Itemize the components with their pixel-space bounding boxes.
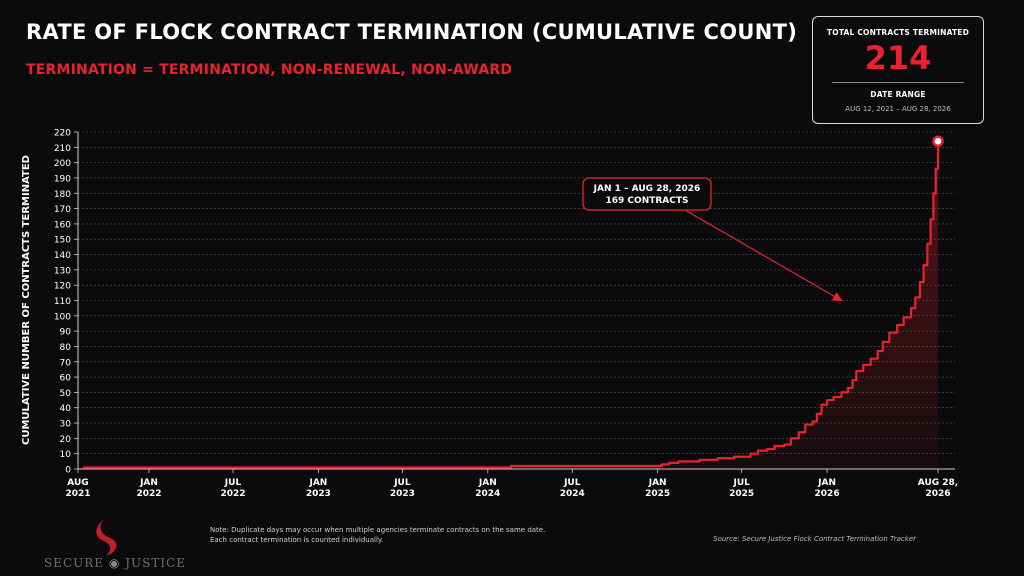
chart-subtitle: TERMINATION = TERMINATION, NON-RENEWAL, … <box>26 62 513 78</box>
chart-title: RATE OF FLOCK CONTRACT TERMINATION (CUMU… <box>26 20 798 44</box>
annotation-arrow <box>684 209 843 302</box>
logo-flame-icon <box>96 516 117 556</box>
y-tick-label-60: 60 <box>60 374 72 384</box>
y-tick-label-140: 140 <box>54 251 71 261</box>
secure-justice-logo: SECURE ◉ JUSTICE <box>44 512 185 572</box>
y-tick-label-40: 40 <box>60 404 72 414</box>
y-tick-label-50: 50 <box>60 389 72 399</box>
series-area-0 <box>83 141 939 469</box>
end-point-marker <box>932 135 944 147</box>
y-tick-label-210: 210 <box>54 144 71 154</box>
y-tick-label-20: 20 <box>60 435 72 445</box>
summary-card: TOTAL CONTRACTS TERMINATED 214 DATE RANG… <box>812 16 984 124</box>
series-layer <box>83 135 944 469</box>
date-range-label: DATE RANGE <box>870 90 926 99</box>
annotation-line-1: JAN 1 – AUG 28, 2026 <box>593 184 701 194</box>
series-line-0 <box>83 141 940 469</box>
x-tick-label-7: JAN 2025 <box>645 478 670 499</box>
annotation-layer: JAN 1 – AUG 28, 2026 169 CONTRACTS <box>582 177 843 302</box>
x-tick-label-6: JUL 2024 <box>560 478 585 499</box>
y-tick-label-0: 0 <box>65 466 71 476</box>
x-tick-label-4: JUL 2023 <box>390 478 415 499</box>
logo-shield-icon: ◉ <box>108 556 121 570</box>
logo-text-left: SECURE <box>44 556 105 570</box>
y-tick-label-70: 70 <box>60 358 72 368</box>
x-tick-label-8: JUL 2025 <box>729 478 754 499</box>
y-tick-label-180: 180 <box>54 190 71 200</box>
source-credit: Source: Secure Justice Flock Contract Te… <box>713 535 916 543</box>
logo-text-right: JUSTICE <box>125 556 187 570</box>
y-tick-label-220: 220 <box>54 129 71 139</box>
y-tick-label-200: 200 <box>54 159 71 169</box>
y-tick-label-80: 80 <box>60 343 72 353</box>
y-tick-label-150: 150 <box>54 236 71 246</box>
y-tick-label-30: 30 <box>60 420 72 430</box>
x-tick-label-9: JAN 2026 <box>815 478 840 499</box>
y-tick-label-170: 170 <box>54 205 71 215</box>
y-tick-label-190: 190 <box>54 174 71 184</box>
annotation-box <box>582 177 712 211</box>
x-axis-ticks: AUG 2021 JAN 2022 JUL 2022 JAN 2023 JUL 2023 JAN 20… <box>65 469 958 499</box>
y-tick-label-160: 160 <box>54 220 71 230</box>
y-tick-label-100: 100 <box>54 312 71 322</box>
logo-text: SECURE ◉ JUSTICE <box>44 556 186 570</box>
x-tick-label-0: AUG 2021 <box>65 478 90 499</box>
x-tick-label-1: JAN 2022 <box>136 478 161 499</box>
annotation-line-2: 169 CONTRACTS <box>606 196 689 206</box>
x-tick-label-3: JAN 2023 <box>306 478 331 499</box>
y-axis-ticks: 0 10 20 30 40 50 60 70 80 90 100 110 120 130 140 150 160… <box>54 129 78 476</box>
x-tick-label-5: JAN 2024 <box>475 478 500 499</box>
total-value: 214 <box>864 39 932 77</box>
x-tick-label-2: JUL 2022 <box>220 478 245 499</box>
footnote-line-2: Each contract termination is counted ind… <box>210 536 384 544</box>
footnote-line-1: Note: Duplicate days may occur when mult… <box>210 526 546 534</box>
y-tick-label-110: 110 <box>54 297 71 307</box>
y-tick-label-120: 120 <box>54 282 71 292</box>
y-tick-label-10: 10 <box>60 450 72 460</box>
y-axis-label: CUMULATIVE NUMBER OF CONTRACTS TERMINATE… <box>21 155 32 445</box>
footnote: Note: Duplicate days may occur when mult… <box>210 525 545 545</box>
y-tick-label-90: 90 <box>60 328 72 338</box>
x-tick-label-10: AUG 28, 2026 <box>918 478 958 499</box>
summary-divider <box>832 82 964 83</box>
y-tick-label-130: 130 <box>54 266 71 276</box>
date-range-value: AUG 12, 2021 – AUG 28, 2026 <box>845 105 951 113</box>
total-label: TOTAL CONTRACTS TERMINATED <box>826 28 970 37</box>
